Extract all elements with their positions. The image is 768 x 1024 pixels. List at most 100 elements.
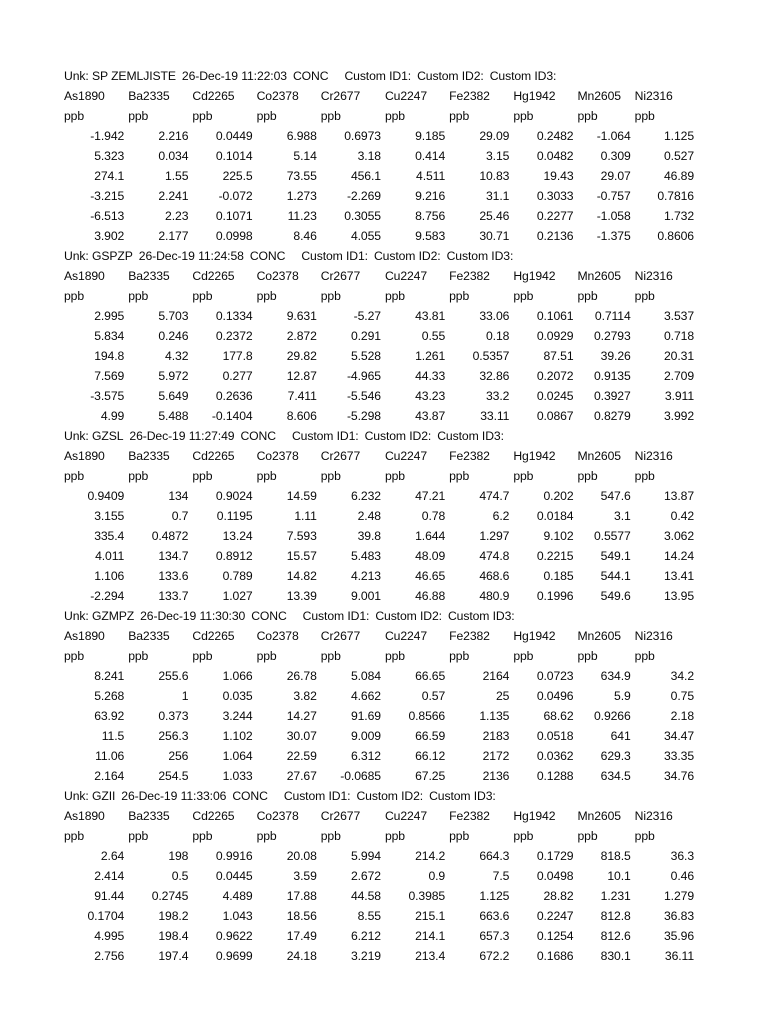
- run-time: 11:24:58: [198, 249, 244, 263]
- measurement-cell: 1.027: [222, 589, 253, 603]
- measurement-cell: 812.6: [600, 929, 631, 943]
- table-row: -3.575 5.649 0.2636 7.411 -5.546 43.23 33.2 0.0…: [64, 386, 698, 406]
- column-header-ba2335: Ba2335: [128, 89, 170, 103]
- measurement-cell: 6.312: [350, 749, 381, 763]
- table-row: 5.323 0.034 0.1014 5.14 3.18 0.414 3.15 0.0482 0…: [64, 146, 698, 166]
- unit-cell: ppb: [513, 289, 534, 303]
- measurement-cell: 0.0518: [536, 729, 574, 743]
- measurement-cell: 225.5: [222, 169, 253, 183]
- measurement-cell: 2.709: [664, 369, 694, 383]
- measurement-cell: 8.55: [357, 909, 381, 923]
- measurement-cell: 0.185: [543, 569, 574, 583]
- mode-label: CONC: [249, 249, 286, 263]
- unit-cell: ppb: [256, 469, 277, 483]
- unit-cell: ppb: [577, 469, 598, 483]
- unit-cell: ppb: [384, 109, 405, 123]
- column-header-ba2335: Ba2335: [128, 629, 170, 643]
- measurement-cell: 5.649: [158, 389, 189, 403]
- measurement-cell: 66.65: [415, 669, 446, 683]
- measurement-table: As1890 Ba2335 Cd2265 Co2378 Cr2677 Cu2247 Fe23…: [64, 626, 698, 786]
- sample-block: Unk: GZMPZ 26-Dec-19 11:30:30 CONC Custom I…: [64, 606, 698, 786]
- measurement-cell: 133.7: [158, 589, 189, 603]
- measurement-cell: 0.5577: [593, 529, 631, 543]
- unit-cell: ppb: [64, 469, 85, 483]
- measurement-cell: 2164: [482, 669, 510, 683]
- unit-cell: ppb: [513, 109, 534, 123]
- measurement-cell: 66.59: [415, 729, 446, 743]
- unit-cell: ppb: [513, 469, 534, 483]
- unit-cell: ppb: [128, 109, 149, 123]
- unit-cell: ppb: [256, 109, 277, 123]
- measurement-cell: 1.273: [286, 189, 317, 203]
- measurement-cell: 0.0245: [536, 389, 574, 403]
- measurement-cell: 0.1729: [536, 849, 574, 863]
- measurement-cell: 34.2: [670, 669, 694, 683]
- unit-cell: ppb: [192, 109, 213, 123]
- measurement-cell: 36.3: [670, 849, 694, 863]
- measurement-cell: 29.09: [479, 129, 510, 143]
- measurement-cell: 6.232: [350, 489, 381, 503]
- measurement-cell: 9.631: [286, 309, 317, 323]
- custom-id2-label: Custom ID2:: [373, 249, 441, 263]
- table-row: -6.513 2.23 0.1071 11.23 0.3055 8.756 25.46 0.2…: [64, 206, 698, 226]
- custom-id2-label: Custom ID2:: [417, 69, 484, 83]
- sample-name: GZSL: [91, 429, 124, 443]
- measurement-cell: 48.09: [415, 549, 446, 563]
- mode-label: CONC: [292, 69, 329, 83]
- measurement-cell: 33.11: [480, 409, 510, 423]
- measurement-cell: 3.15: [485, 149, 510, 163]
- measurement-cell: 474.8: [479, 549, 510, 563]
- column-header-row: As1890 Ba2335 Cd2265 Co2378 Cr2677 Cu2247 Fe23…: [64, 446, 698, 466]
- measurement-cell: 5.994: [350, 849, 381, 863]
- measurement-cell: 0.9409: [87, 489, 125, 503]
- measurement-cell: 0.8606: [657, 229, 694, 243]
- column-header-hg1942: Hg1942: [513, 629, 556, 643]
- measurement-cell: 0.0723: [536, 669, 574, 683]
- custom-id1-label: Custom ID1:: [283, 789, 351, 803]
- measurement-cell: 2.414: [94, 869, 125, 883]
- run-date: 26-Dec-19: [140, 609, 197, 623]
- sample-block: Unk: GSPZP 26-Dec-19 11:24:58 CONC Custom I…: [64, 246, 698, 426]
- measurement-cell: 634.5: [600, 769, 631, 783]
- column-header-co2378: Co2378: [256, 449, 299, 463]
- table-row: 2.64 198 0.9916 20.08 5.994 214.2 664.3 0.1729 8…: [64, 846, 698, 866]
- measurement-cell: 1: [181, 689, 189, 703]
- sample-name: GSPZP: [91, 249, 133, 263]
- measurement-cell: 14.82: [286, 569, 317, 583]
- measurement-cell: 0.2745: [151, 889, 189, 903]
- column-header-cr2677: Cr2677: [320, 89, 361, 103]
- measurement-cell: 1.064: [222, 749, 253, 763]
- measurement-cell: 5.323: [94, 149, 125, 163]
- measurement-cell: 4.32: [165, 349, 189, 363]
- measurement-table: As1890 Ba2335 Cd2265 Co2378 Cr2677 Cu2247 Fe23…: [64, 86, 698, 246]
- measurement-cell: 0.57: [421, 689, 446, 703]
- measurement-cell: 25: [495, 689, 510, 703]
- measurement-cell: 0.246: [158, 329, 189, 343]
- measurement-cell: 0.309: [600, 149, 631, 163]
- unit-cell: ppb: [384, 649, 405, 663]
- measurement-table: As1890 Ba2335 Cd2265 Co2378 Cr2677 Cu2247 Fe23…: [64, 266, 698, 426]
- measurement-cell: 0.3927: [593, 389, 631, 403]
- measurement-cell: 0.1071: [215, 209, 253, 223]
- measurement-cell: 456.1: [350, 169, 381, 183]
- mode-label: CONC: [251, 609, 287, 623]
- column-header-co2378: Co2378: [256, 809, 299, 823]
- measurement-cell: 1.644: [415, 529, 446, 543]
- measurement-cell: 43.87: [415, 409, 446, 423]
- measurement-cell: 25.46: [479, 209, 510, 223]
- unit-cell: ppb: [128, 469, 149, 483]
- measurement-cell: 0.2482: [536, 129, 574, 143]
- sample-block: Unk: GZII 26-Dec-19 11:33:06 CONC Custom ID…: [64, 786, 698, 966]
- column-header-co2378: Co2378: [256, 269, 299, 283]
- measurement-cell: 17.49: [286, 929, 317, 943]
- measurement-cell: 215.1: [415, 909, 446, 923]
- sample-header-line: Unk: GZMPZ 26-Dec-19 11:30:30 CONC Custom I…: [64, 606, 698, 626]
- measurement-cell: -5.27: [353, 309, 381, 323]
- measurement-cell: 198.2: [158, 909, 189, 923]
- unit-cell: ppb: [449, 829, 470, 843]
- sample-header-line: Unk: GZSL 26-Dec-19 11:27:49 CONC Custom ID…: [64, 426, 698, 446]
- custom-id1-label: Custom ID1:: [302, 609, 370, 623]
- table-row: 0.1704 198.2 1.043 18.56 8.55 215.1 663.6 0.224…: [64, 906, 698, 926]
- unit-cell: ppb: [513, 649, 534, 663]
- measurement-cell: 10.1: [607, 869, 631, 883]
